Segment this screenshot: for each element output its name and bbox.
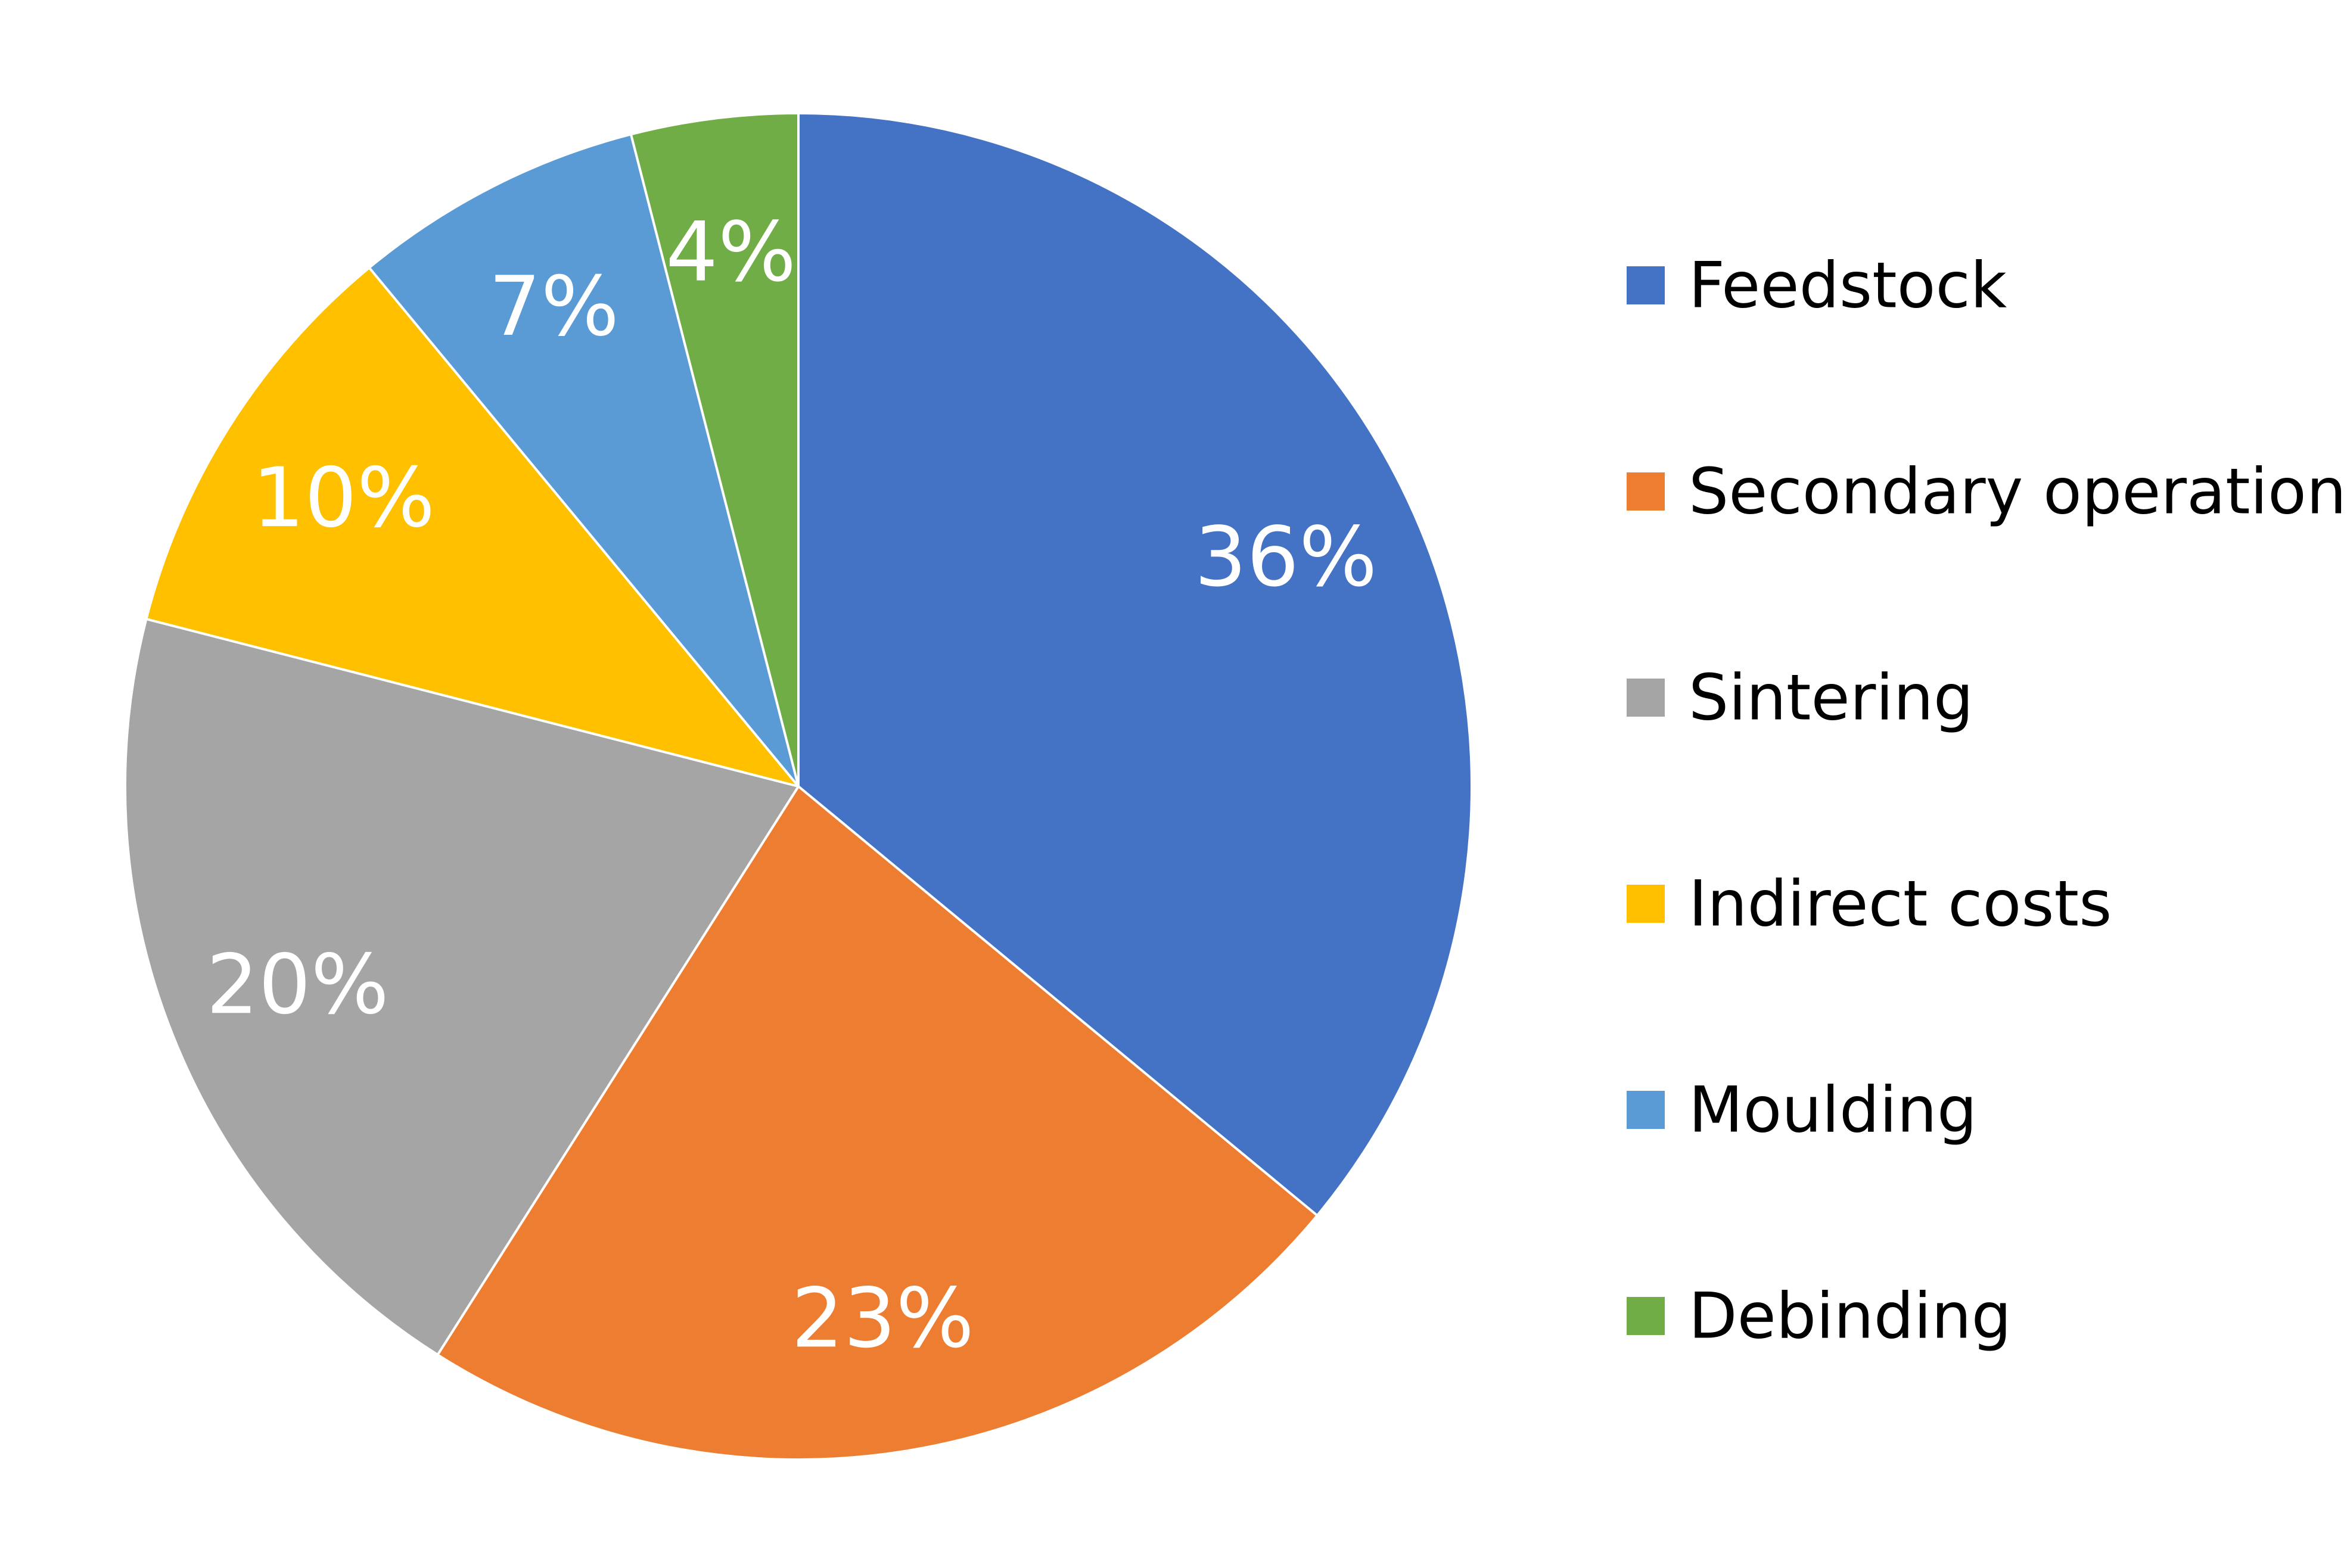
slice-label-debinding: 4% bbox=[666, 204, 796, 300]
legend-swatch-feedstock bbox=[1627, 266, 1665, 304]
legend-item-moulding: Moulding bbox=[1627, 1074, 1977, 1147]
legend-item-feedstock: Feedstock bbox=[1627, 249, 2007, 322]
legend-swatch-indirect-costs bbox=[1627, 885, 1665, 923]
legend-label-secondary-operations: Secondary operations bbox=[1689, 455, 2347, 528]
legend: Feedstock Secondary operations Sintering In… bbox=[1627, 249, 2347, 1353]
slice-label-secondary-operations: 23% bbox=[791, 1270, 974, 1366]
legend-label-moulding: Moulding bbox=[1689, 1074, 1977, 1147]
pie-slice-feedstock bbox=[797, 112, 1473, 1217]
pie-slice-labels: 36% 23% 20% 10% 7% 4% bbox=[206, 204, 1377, 1367]
pie-slice-debinding bbox=[629, 112, 800, 788]
slice-label-moulding: 7% bbox=[489, 259, 619, 354]
legend-label-feedstock: Feedstock bbox=[1689, 249, 2007, 322]
legend-label-debinding: Debinding bbox=[1689, 1280, 2012, 1353]
pie-slice-moulding bbox=[368, 133, 800, 788]
pie-slices bbox=[124, 112, 1473, 1461]
legend-label-sintering: Sintering bbox=[1689, 661, 1973, 735]
legend-swatch-moulding bbox=[1627, 1091, 1665, 1129]
pie-slice-indirect-costs bbox=[145, 266, 800, 788]
slice-label-feedstock: 36% bbox=[1195, 509, 1378, 605]
legend-item-secondary-operations: Secondary operations bbox=[1627, 455, 2347, 528]
pie-slice-secondary-operations bbox=[436, 785, 1319, 1461]
legend-label-indirect-costs: Indirect costs bbox=[1689, 867, 2112, 941]
legend-item-indirect-costs: Indirect costs bbox=[1627, 867, 2112, 941]
pie-slice-sintering bbox=[124, 617, 800, 1357]
legend-swatch-debinding bbox=[1627, 1297, 1665, 1335]
legend-swatch-sintering bbox=[1627, 679, 1665, 717]
legend-swatch-secondary-operations bbox=[1627, 472, 1665, 511]
legend-item-sintering: Sintering bbox=[1627, 661, 1973, 735]
slice-label-sintering: 20% bbox=[206, 937, 389, 1032]
slice-label-indirect-costs: 10% bbox=[252, 450, 435, 546]
legend-item-debinding: Debinding bbox=[1627, 1280, 2012, 1353]
